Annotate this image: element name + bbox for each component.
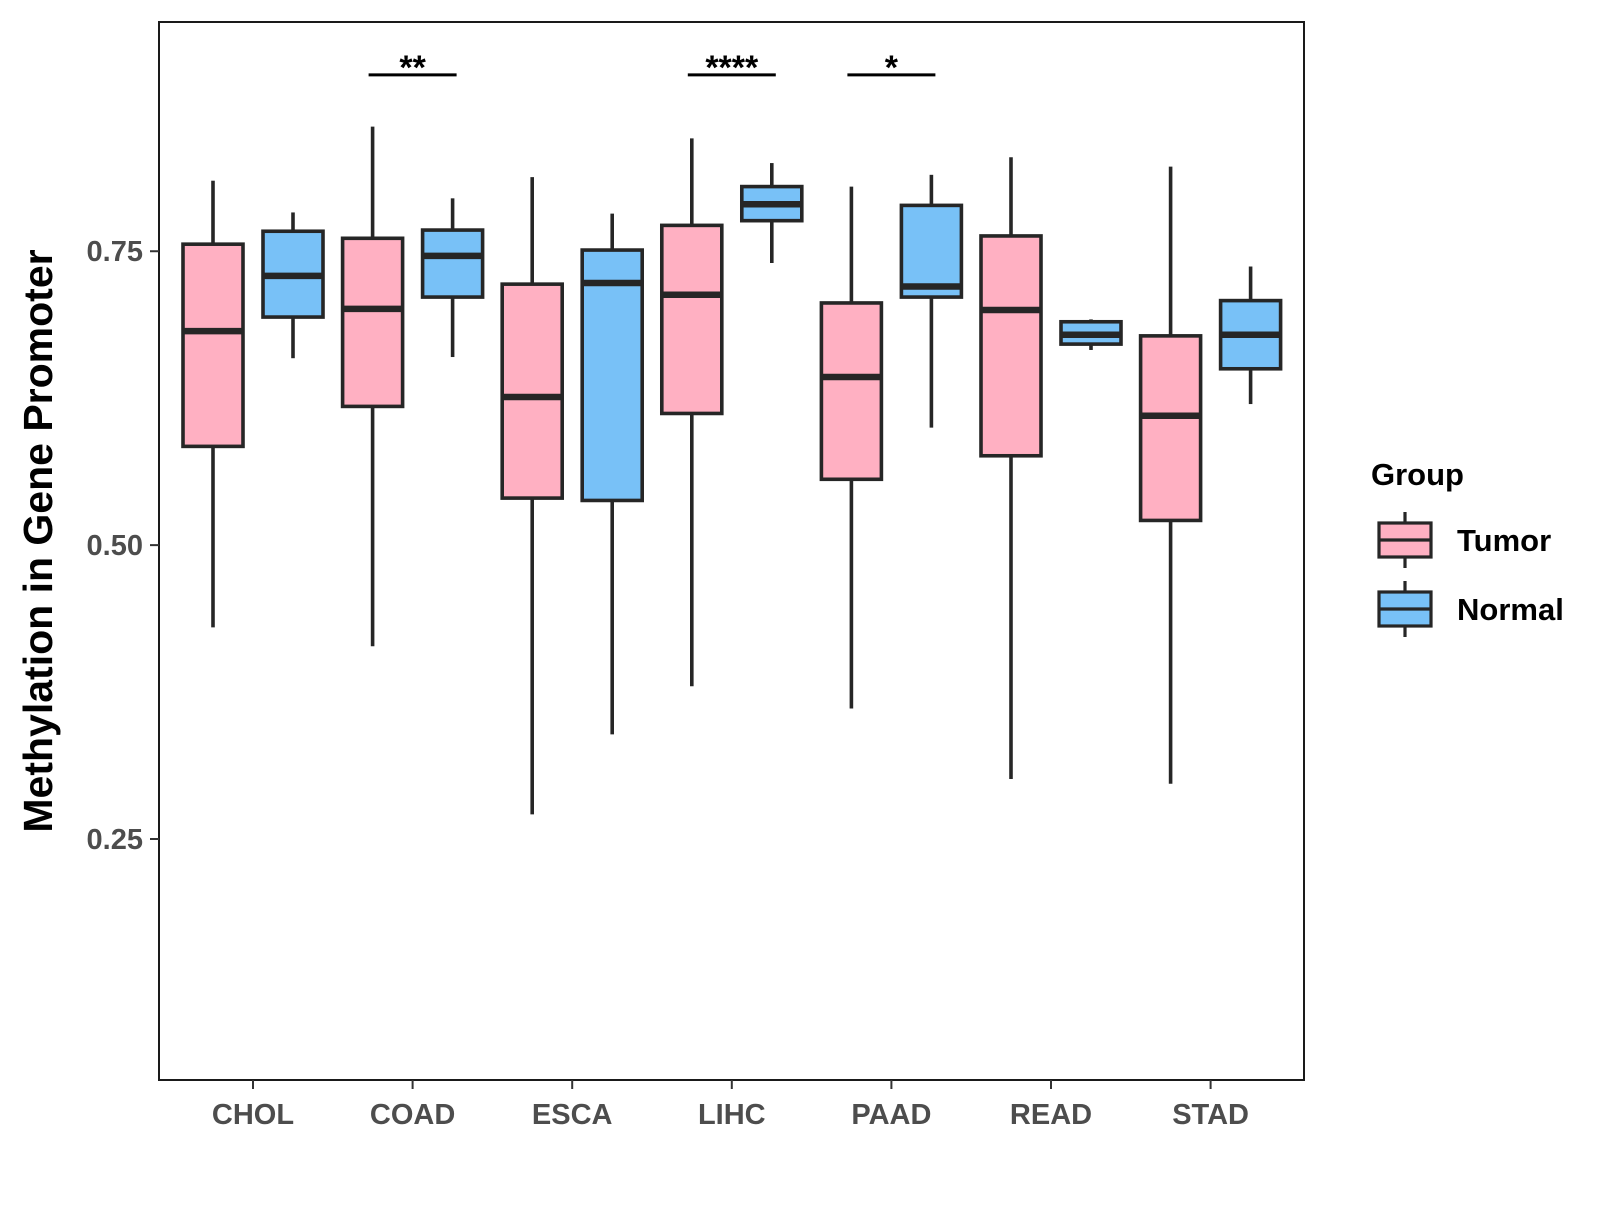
box-body [979, 234, 1043, 458]
box-esca-normal [580, 213, 645, 735]
category-group-paad [819, 174, 964, 709]
significance-lihc: **** [687, 49, 776, 87]
significance-layer: ** **** * [368, 49, 936, 87]
category-group-esca [500, 177, 645, 815]
box-body [500, 282, 565, 500]
category-group-read [979, 157, 1123, 780]
category-group-chol [181, 180, 325, 628]
legend-item-tumor: Tumor [1377, 512, 1551, 568]
y-tick-label: 0.50 [87, 530, 143, 562]
box-coad-tumor [340, 126, 405, 647]
box-paad-normal [899, 174, 964, 428]
box-paad-tumor [819, 186, 884, 709]
significance-coad: ** [368, 49, 457, 87]
box-chol-tumor [181, 180, 245, 628]
box-body [340, 236, 405, 409]
significance-label: ** [399, 49, 426, 87]
legend: Group Tumor Normal [1371, 457, 1564, 637]
box-chol-normal [261, 212, 325, 359]
y-tick-label: 0.25 [87, 824, 143, 856]
significance-label: **** [705, 49, 759, 87]
box-body [420, 228, 485, 299]
category-group-lihc [659, 138, 804, 687]
box-body [181, 242, 245, 449]
box-body [580, 248, 645, 503]
legend-label: Tumor [1457, 523, 1551, 558]
significance-label: * [885, 49, 899, 87]
x-tick-label: READ [1010, 1099, 1092, 1131]
legend-item-normal: Normal [1377, 581, 1564, 637]
box-body [659, 223, 724, 416]
x-tick-label: CHOL [212, 1099, 294, 1131]
box-stad-tumor [1138, 166, 1203, 784]
box-stad-normal [1218, 266, 1283, 405]
x-tick-label: ESCA [532, 1099, 613, 1131]
x-tick-label: COAD [370, 1099, 455, 1131]
category-group-stad [1138, 166, 1283, 784]
legend-title: Group [1371, 457, 1464, 492]
box-body [899, 203, 964, 299]
category-group-coad [340, 126, 485, 647]
x-tick-label: LIHC [698, 1099, 766, 1131]
y-axis-title: Methylation in Gene Promoter [15, 249, 61, 832]
boxes-layer [181, 126, 1283, 815]
box-read-normal [1059, 319, 1123, 350]
box-lihc-normal [739, 163, 804, 263]
box-body [1138, 334, 1203, 523]
box-body [819, 301, 884, 482]
legend-label: Normal [1457, 592, 1564, 627]
box-coad-normal [420, 198, 485, 358]
box-esca-tumor [500, 177, 565, 815]
y-tick-label: 0.75 [87, 236, 143, 268]
axes-layer: 0.25 0.50 0.75 CHOL COAD ESCA LIHC PAAD READ STAD [87, 236, 1249, 1131]
x-tick-label: STAD [1172, 1099, 1249, 1131]
significance-paad: * [847, 49, 936, 87]
box-lihc-tumor [659, 138, 724, 687]
box-read-tumor [979, 157, 1043, 780]
x-tick-label: PAAD [851, 1099, 931, 1131]
